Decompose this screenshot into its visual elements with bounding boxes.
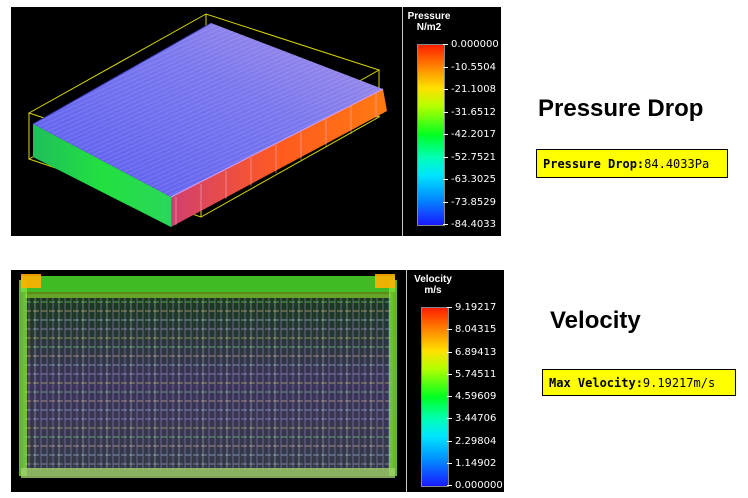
pressure-legend-name: Pressure	[407, 11, 451, 22]
velocity-tick-label: 2.29804	[447, 436, 496, 447]
velocity-vector-columns	[28, 298, 390, 470]
pressure-3d-viewport[interactable]	[11, 7, 401, 236]
velocity-legend: Velocity m/s 9.19217 8.04315 6.89413 5.7451…	[406, 270, 504, 492]
velocity-tick-label: 0.000000	[447, 480, 503, 491]
pressure-contour-panel: Pressure N/m2 0.000000 -10.5504 -21.1008 -3…	[11, 7, 501, 236]
pressure-tick-label: -31.6512	[443, 107, 496, 118]
velocity-legend-unit: m/s	[424, 285, 442, 296]
pressure-drop-result-value: 84.4033Pa	[644, 157, 710, 171]
velocity-tick-label: 6.89413	[447, 347, 496, 358]
velocity-tick-label: 8.04315	[447, 324, 496, 335]
velocity-colorbar	[421, 307, 449, 487]
velocity-tick-label: 1.14902	[447, 458, 496, 469]
pressure-tick-label: -84.4033	[443, 219, 496, 230]
max-velocity-result-label: Max Velocity:	[549, 376, 643, 390]
pressure-colorbar	[417, 44, 445, 226]
pressure-drop-result-label: Pressure Drop:	[543, 157, 645, 171]
pressure-legend: Pressure N/m2 0.000000 -10.5504 -21.1008 -3…	[402, 7, 501, 236]
velocity-vector-render	[19, 274, 397, 478]
pressure-tick-label: -21.1008	[443, 84, 496, 95]
pressure-legend-title: Pressure N/m2	[403, 11, 455, 33]
pressure-model-render	[27, 13, 387, 227]
pressure-legend-unit: N/m2	[416, 22, 442, 33]
pressure-tick-label: -10.5504	[443, 62, 496, 73]
velocity-vector-rows	[25, 301, 391, 465]
velocity-legend-title: Velocity m/s	[407, 274, 459, 296]
pressure-tick-label: -73.8529	[443, 197, 496, 208]
pressure-tick-labels: 0.000000 -10.5504 -21.1008 -31.6512 -42.2017…	[403, 7, 501, 236]
velocity-legend-name: Velocity	[414, 274, 452, 285]
pressure-tick-label: -42.2017	[443, 129, 496, 140]
velocity-tick-label: 9.19217	[447, 302, 496, 313]
velocity-tick-label: 5.74511	[447, 369, 496, 380]
velocity-vector-panel: Velocity m/s 9.19217 8.04315 6.89413 5.7451…	[11, 270, 504, 492]
velocity-3d-viewport[interactable]	[11, 270, 405, 492]
pressure-tick-label: -52.7521	[443, 152, 496, 163]
velocity-tick-labels: 9.19217 8.04315 6.89413 5.74511 4.59609 3.447…	[407, 270, 504, 492]
front-face-fins	[175, 93, 377, 225]
pressure-drop-result-box: Pressure Drop:84.4033Pa	[536, 149, 728, 178]
pressure-tick-label: 0.000000	[443, 39, 499, 50]
max-velocity-result-box: Max Velocity:9.19217m/s	[542, 369, 736, 396]
velocity-tick-label: 4.59609	[447, 391, 496, 402]
pressure-tick-label: -63.3025	[443, 174, 496, 185]
pressure-drop-heading: Pressure Drop	[538, 95, 704, 122]
velocity-heading: Velocity	[550, 307, 641, 334]
max-velocity-result-value: 9.19217m/s	[642, 376, 716, 390]
velocity-tick-label: 3.44706	[447, 413, 496, 424]
